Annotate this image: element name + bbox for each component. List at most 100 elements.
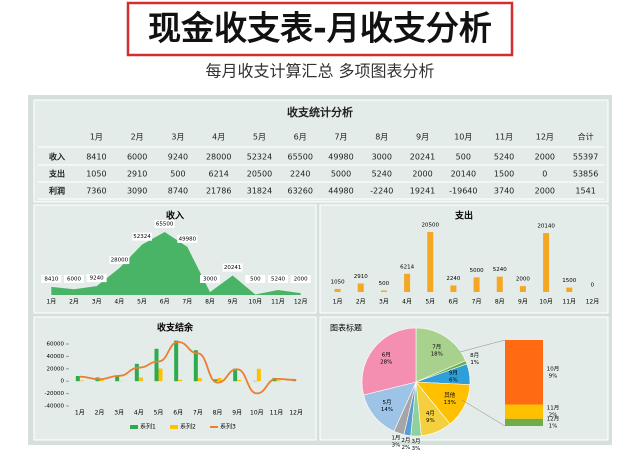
- column-header: 6月: [294, 133, 307, 142]
- cell: 20140: [451, 170, 476, 179]
- slice-label: 2月: [401, 437, 410, 444]
- connector: [461, 399, 506, 427]
- data-label-box: [64, 275, 84, 283]
- row-label: 收入: [49, 152, 65, 162]
- x-tick-label: 1月: [75, 410, 85, 417]
- x-tick-label: 5月: [425, 299, 435, 306]
- data-label: 6000: [67, 277, 81, 283]
- x-tick-label: 10月: [250, 410, 264, 417]
- cell: 44980: [328, 187, 353, 196]
- data-label-box: [86, 274, 107, 283]
- bar: [75, 375, 80, 382]
- column-header: 7月: [334, 133, 347, 142]
- legend-swatch: [130, 425, 138, 429]
- segment-value: 2%: [549, 413, 558, 419]
- data-label-box: [200, 275, 220, 283]
- cell: 52324: [247, 153, 272, 162]
- x-tick-label: 3月: [114, 410, 124, 417]
- data-label: 2000: [516, 277, 530, 283]
- cell: 20241: [410, 153, 435, 162]
- cell: 2910: [127, 170, 147, 179]
- y-tick-label: 20000: [47, 366, 65, 372]
- x-tick-label: 3月: [92, 299, 102, 306]
- cell: 2000: [535, 153, 555, 162]
- bar: [233, 368, 238, 382]
- x-tick-label: 2月: [69, 299, 79, 306]
- column-header: 4月: [212, 133, 225, 142]
- data-label: 0: [591, 283, 595, 289]
- data-label: 9240: [90, 276, 104, 282]
- x-tick-label: 6月: [160, 299, 170, 306]
- bar: [79, 380, 84, 382]
- slice-value: 6%: [449, 378, 458, 384]
- bar: [380, 290, 387, 292]
- data-label: 1050: [331, 279, 345, 285]
- segment-label: 10月: [547, 365, 560, 372]
- slice-label: 4月: [426, 410, 435, 417]
- segment-value: 1%: [549, 423, 558, 429]
- cell: 1541: [575, 187, 595, 196]
- data-label-box: [222, 263, 243, 272]
- cell: 2000: [412, 170, 432, 179]
- stack-segment: [505, 418, 543, 426]
- bar: [213, 379, 218, 382]
- x-tick-label: 2月: [356, 299, 366, 306]
- bar: [543, 233, 550, 292]
- bar: [276, 380, 281, 382]
- area: [51, 232, 301, 295]
- bar: [138, 377, 143, 382]
- x-tick-label: 7月: [182, 299, 192, 306]
- x-tick-label: 11月: [562, 299, 576, 306]
- x-tick-label: 11月: [270, 410, 284, 417]
- cell: -19640: [449, 187, 477, 196]
- cell: 28000: [206, 153, 231, 162]
- chart-title: 支出: [454, 210, 473, 222]
- slice-value: 28%: [380, 360, 392, 366]
- cell: 9240: [168, 153, 188, 162]
- slice-label: 1月: [391, 435, 400, 442]
- data-label-box: [268, 275, 288, 283]
- cell: 1500: [494, 170, 514, 179]
- slice-value: 3%: [392, 443, 401, 449]
- data-label-box: [41, 274, 62, 283]
- slice-label: 8月: [470, 352, 479, 359]
- data-label-box: [109, 256, 130, 265]
- data-label-box: [154, 220, 175, 228]
- x-tick-label: 12月: [586, 299, 600, 306]
- table-title: 收支统计分析: [287, 105, 353, 119]
- x-tick-label: 9月: [232, 410, 242, 417]
- slice-label: 9月: [449, 370, 458, 377]
- legend-label: 系列1: [140, 423, 156, 431]
- slice-value: 1%: [470, 360, 479, 366]
- column-header: 11月: [495, 133, 513, 142]
- bar: [256, 368, 261, 382]
- x-tick-label: 11月: [271, 299, 285, 306]
- cell: 21786: [206, 187, 231, 196]
- connector: [459, 339, 506, 353]
- bar: [134, 363, 139, 382]
- column-header: 12月: [536, 133, 554, 142]
- x-tick-label: 7月: [472, 299, 482, 306]
- chart-title: 收入: [166, 210, 184, 222]
- legend-swatch: [170, 425, 178, 429]
- bar: [473, 277, 480, 292]
- x-tick-label: 6月: [173, 410, 183, 417]
- bar: [519, 286, 526, 292]
- data-label: 500: [250, 277, 261, 283]
- chart-title: 收支结余: [157, 322, 194, 334]
- bar: [197, 378, 202, 382]
- bar: [174, 340, 179, 382]
- slice-value: 9%: [426, 418, 435, 424]
- x-tick-label: 12月: [289, 410, 303, 417]
- data-label: 500: [379, 281, 390, 287]
- y-tick-label: -20000: [45, 391, 65, 397]
- segment-label: 11月: [547, 405, 560, 412]
- column-header: 9月: [416, 133, 429, 142]
- slice-label: 6月: [382, 352, 391, 359]
- data-label: 6214: [400, 264, 414, 270]
- bar: [566, 287, 573, 292]
- slice-value: 13%: [444, 400, 456, 406]
- x-tick-label: 6月: [449, 299, 459, 306]
- slice-label: 7月: [432, 343, 441, 350]
- bar: [154, 348, 159, 382]
